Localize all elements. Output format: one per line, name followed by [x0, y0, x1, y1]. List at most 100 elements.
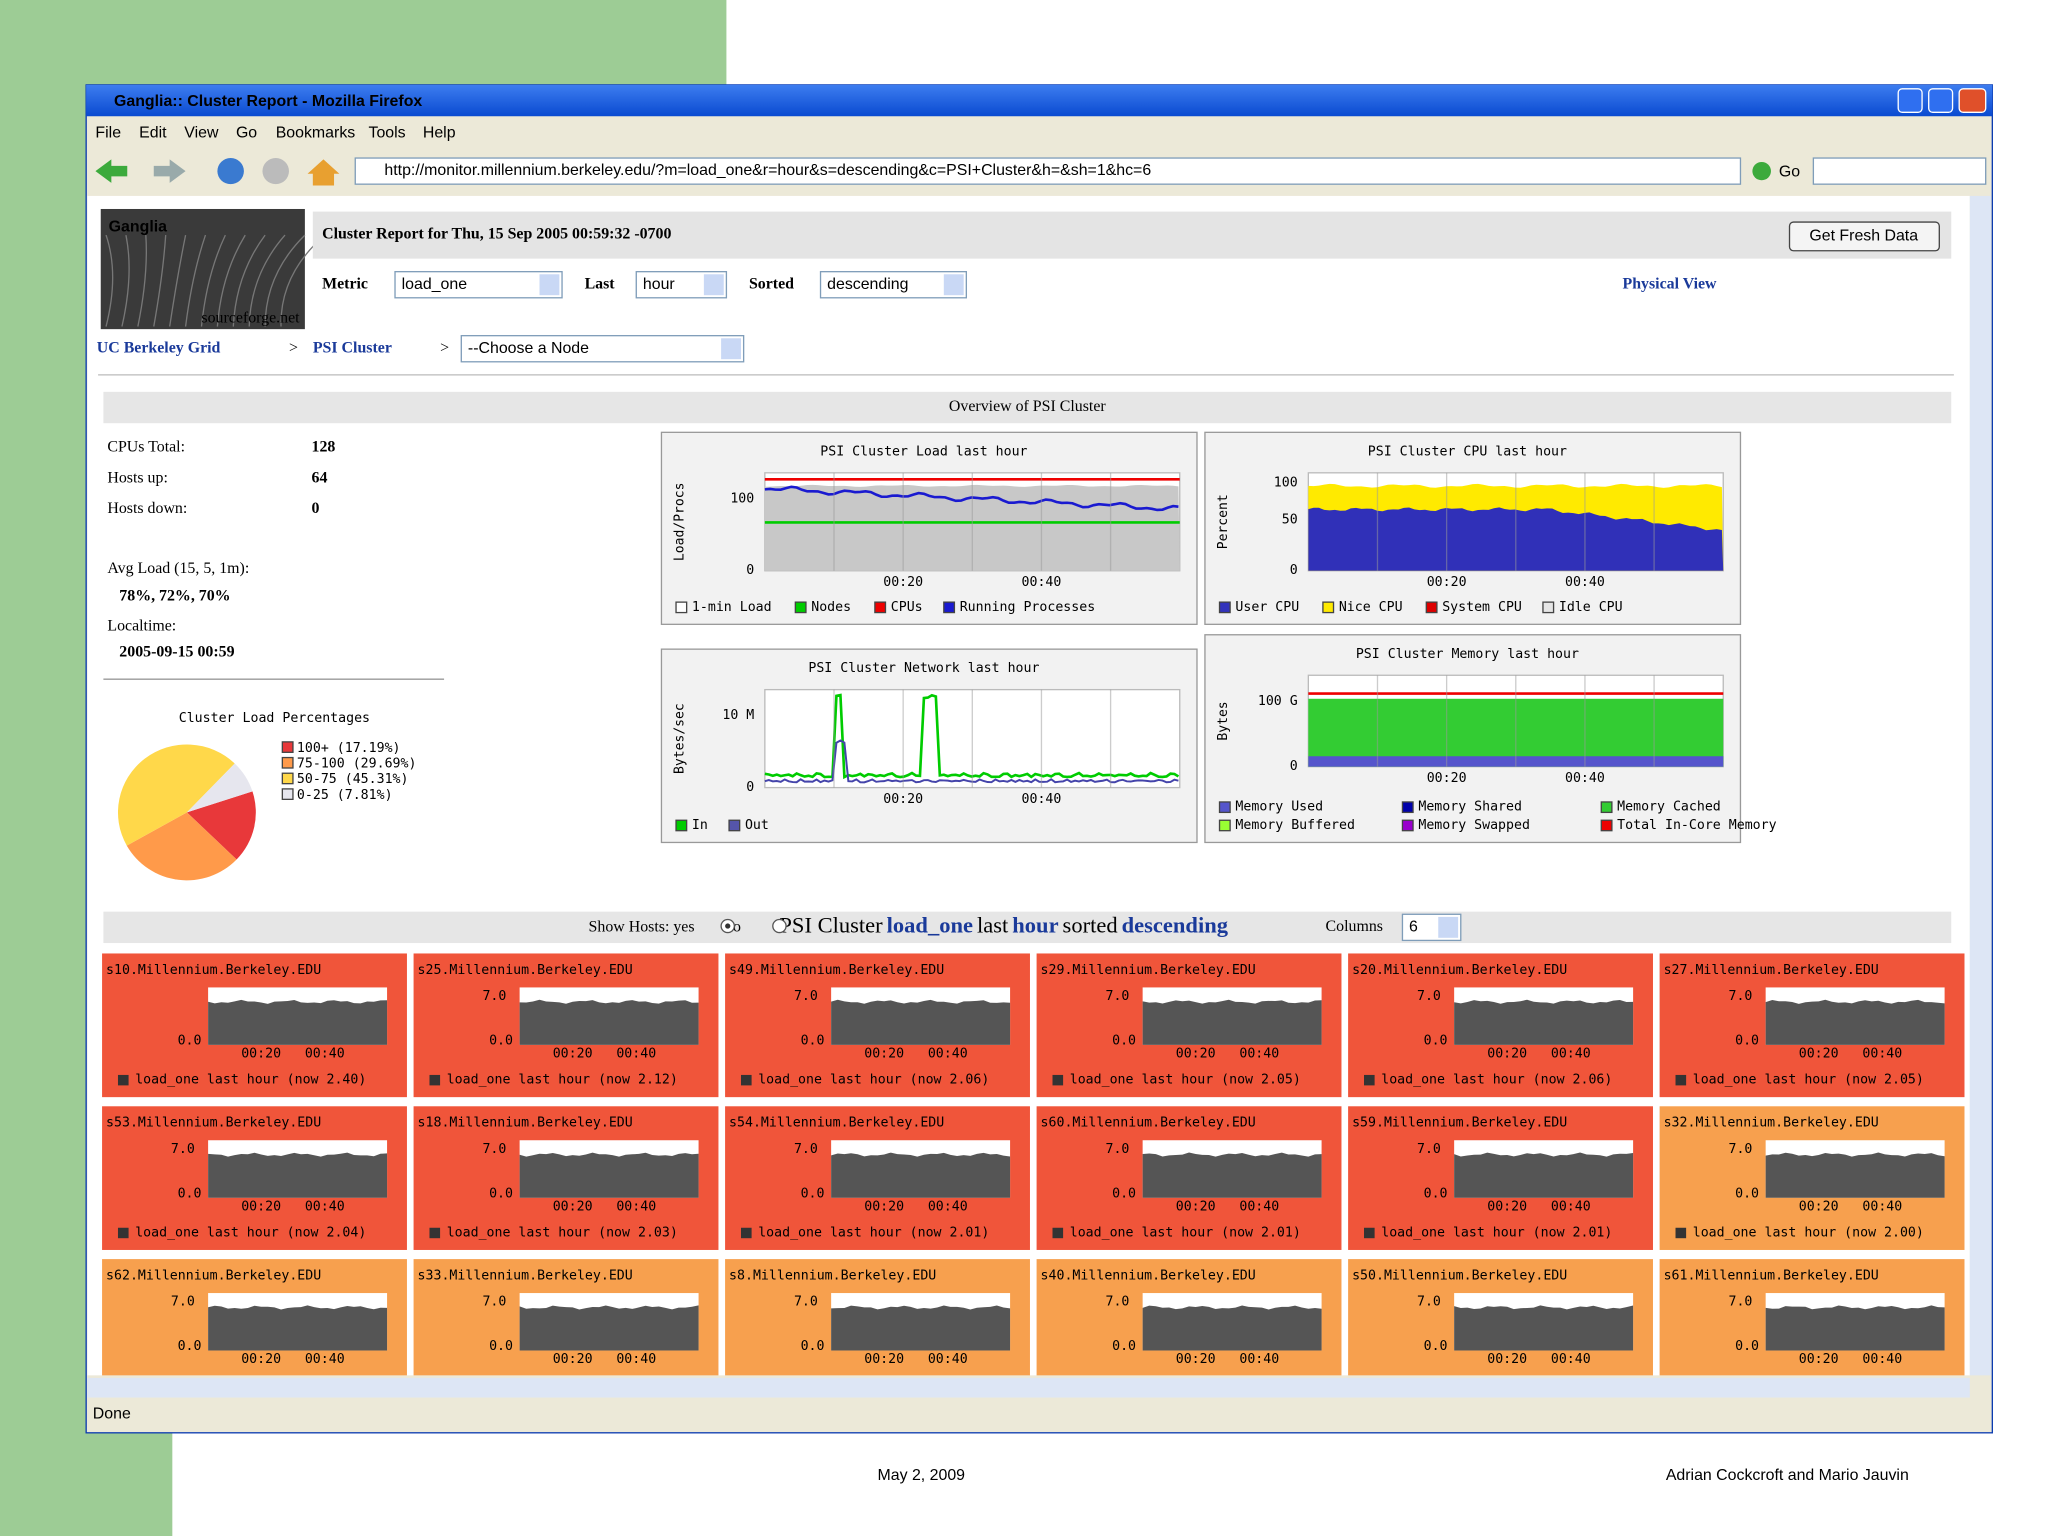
maximize-button[interactable]	[1928, 88, 1954, 113]
y-tick-label: 7.0	[171, 1295, 195, 1310]
node-select-value[interactable]: --Choose a Node	[468, 340, 589, 357]
host-name[interactable]: s32.Millennium.Berkeley.EDU	[1664, 1116, 1879, 1131]
columns-select-value[interactable]: 6	[1409, 919, 1418, 936]
menu-item[interactable]: Go	[236, 124, 257, 141]
host-name[interactable]: s20.Millennium.Berkeley.EDU	[1352, 963, 1567, 978]
metric-select-value[interactable]: load_one	[402, 276, 468, 293]
home-button[interactable]	[307, 159, 340, 186]
y-tick-label: 0.0	[801, 1034, 825, 1049]
close-button[interactable]	[1958, 88, 1987, 113]
host-name[interactable]: s54.Millennium.Berkeley.EDU	[729, 1116, 944, 1131]
legend-swatch	[1542, 601, 1555, 614]
host-legend: load_one last hour (now 2.40)	[135, 1073, 366, 1088]
node-select	[460, 335, 745, 363]
status-text: Done	[93, 1406, 131, 1423]
host-name[interactable]: s53.Millennium.Berkeley.EDU	[106, 1116, 321, 1131]
host-plot-area	[519, 999, 699, 1045]
x-tick-label: 00:20	[553, 1199, 593, 1214]
host-legend: load_one last hour (now 2.01)	[1070, 1226, 1301, 1241]
last-label: Last	[585, 275, 616, 292]
host-legend: load_one last hour (now 2.01)	[1381, 1226, 1612, 1241]
url-text[interactable]: http://monitor.millennium.berkeley.edu/?…	[384, 162, 1151, 179]
y-tick-label: 0.0	[1112, 1186, 1136, 1201]
menu-item[interactable]: Help	[423, 124, 456, 141]
heading-part: load_one	[887, 913, 973, 938]
host-name[interactable]: s33.Millennium.Berkeley.EDU	[418, 1269, 633, 1284]
heading-part: last	[977, 913, 1009, 938]
menu-item[interactable]: View	[184, 124, 219, 141]
reload-button[interactable]	[217, 158, 244, 185]
menu-item[interactable]: Edit	[139, 124, 167, 141]
forward-button[interactable]	[153, 159, 186, 183]
legend-swatch	[1401, 801, 1414, 814]
legend-swatch	[794, 601, 807, 614]
legend-label: Memory Used	[1235, 800, 1323, 815]
x-tick-label: 00:40	[616, 1352, 656, 1367]
slide-authors: Adrian Cockcroft and Mario Jauvin	[1666, 1467, 1909, 1484]
host-name[interactable]: s29.Millennium.Berkeley.EDU	[1041, 963, 1256, 978]
overview-bar	[103, 391, 1952, 424]
host-name[interactable]: s50.Millennium.Berkeley.EDU	[1352, 1269, 1567, 1284]
breadcrumb-separator: >	[289, 339, 298, 356]
x-tick-label: 00:40	[928, 1199, 968, 1214]
legend-swatch	[1218, 601, 1231, 614]
host-name[interactable]: s60.Millennium.Berkeley.EDU	[1041, 1116, 1256, 1131]
last-select-value[interactable]: hour	[643, 276, 675, 293]
host-name[interactable]: s40.Millennium.Berkeley.EDU	[1041, 1269, 1256, 1284]
radio-no[interactable]	[772, 918, 787, 934]
logo-texture	[248, 234, 286, 327]
y-tick-label: 0.0	[1112, 1034, 1136, 1049]
menu-item[interactable]: Bookmarks	[276, 124, 356, 141]
menu-item[interactable]: File	[95, 124, 121, 141]
vertical-scrollbar[interactable]	[1969, 195, 1992, 1376]
breadcrumb-link[interactable]: PSI Cluster	[313, 339, 392, 356]
legend-label: Memory Swapped	[1418, 818, 1530, 833]
slide-date: May 2, 2009	[878, 1467, 966, 1484]
menu-item[interactable]: Tools	[369, 124, 406, 141]
host-plot-area	[208, 1152, 388, 1198]
legend-label: CPUs	[891, 600, 923, 615]
host-name[interactable]: s18.Millennium.Berkeley.EDU	[418, 1116, 633, 1131]
heading-part: PSI Cluster	[779, 913, 883, 938]
slide-decoration	[0, 0, 727, 1536]
go-button[interactable]: Go	[1779, 164, 1800, 181]
host-name[interactable]: s25.Millennium.Berkeley.EDU	[418, 963, 633, 978]
logo	[100, 208, 305, 330]
host-name[interactable]: s59.Millennium.Berkeley.EDU	[1352, 1116, 1567, 1131]
stop-button[interactable]	[262, 158, 289, 185]
legend-label: Running Processes	[960, 600, 1095, 615]
host-plot-area	[519, 1305, 699, 1351]
host-name[interactable]: s27.Millennium.Berkeley.EDU	[1664, 963, 1879, 978]
host-name[interactable]: s49.Millennium.Berkeley.EDU	[729, 963, 944, 978]
fresh-data-label[interactable]: Get Fresh Data	[1809, 228, 1918, 245]
y-axis-label: Bytes	[1216, 701, 1231, 740]
horizontal-scrollbar[interactable]	[87, 1377, 1970, 1398]
back-button[interactable]	[95, 159, 128, 183]
legend-label: Memory Cached	[1617, 800, 1721, 815]
host-name[interactable]: s10.Millennium.Berkeley.EDU	[106, 963, 321, 978]
host-plot-area	[1765, 1152, 1945, 1198]
y-tick-label: 7.0	[171, 1142, 195, 1157]
y-axis-label: Bytes/sec	[672, 703, 687, 774]
host-name[interactable]: s61.Millennium.Berkeley.EDU	[1664, 1269, 1879, 1284]
physical-view-link[interactable]: Physical View	[1622, 275, 1717, 292]
legend-swatch	[1218, 801, 1231, 814]
legend-label: In	[692, 818, 708, 833]
host-plot-area	[208, 1305, 388, 1351]
sorted-select-value[interactable]: descending	[827, 276, 908, 293]
metric-label: Metric	[322, 275, 368, 292]
go-icon[interactable]	[1752, 161, 1771, 181]
y-tick-label: 7.0	[1417, 989, 1441, 1004]
host-plot-area	[1765, 1305, 1945, 1351]
title-bar	[86, 84, 1993, 117]
x-tick-label: 00:20	[1487, 1047, 1527, 1062]
search-box[interactable]	[1812, 157, 1987, 185]
breadcrumb-link[interactable]: UC Berkeley Grid	[97, 339, 221, 356]
host-name[interactable]: s62.Millennium.Berkeley.EDU	[106, 1269, 321, 1284]
host-name[interactable]: s8.Millennium.Berkeley.EDU	[729, 1269, 936, 1284]
address-bar[interactable]	[354, 157, 1742, 185]
legend-swatch	[1364, 1074, 1375, 1086]
legend-label: 75-100 (29.69%)	[297, 757, 417, 772]
minimize-button[interactable]	[1897, 88, 1923, 113]
